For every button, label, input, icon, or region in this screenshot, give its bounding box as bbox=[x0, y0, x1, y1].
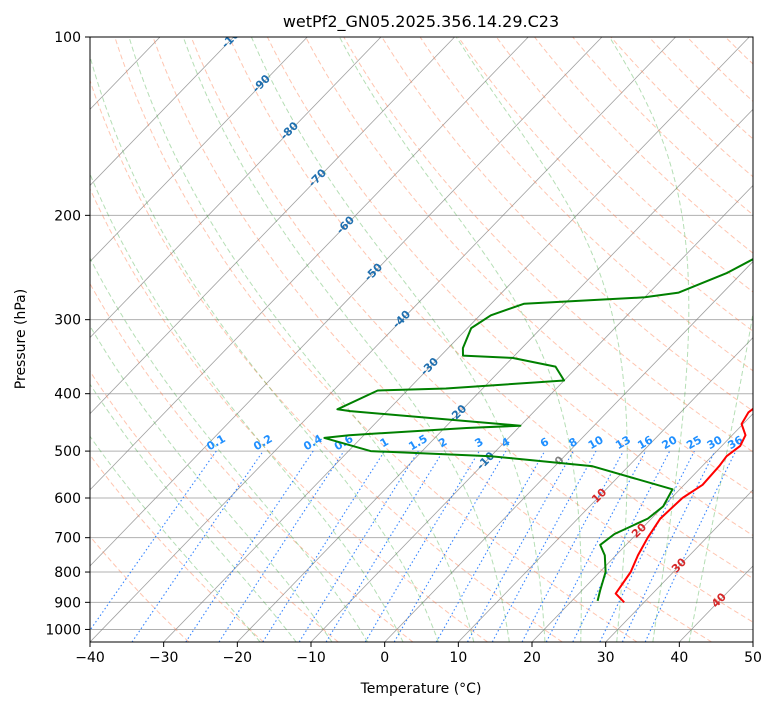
isotherm-line bbox=[163, 37, 750, 642]
mixing-ratio-line bbox=[435, 450, 546, 642]
dry-adiabat-line bbox=[228, 37, 753, 579]
y-tick-label: 400 bbox=[54, 387, 81, 403]
dry-adiabat-line bbox=[90, 282, 414, 642]
moist-adiabat-line bbox=[688, 310, 753, 642]
moist-adiabat-line bbox=[250, 37, 546, 642]
dry-adiabat-line bbox=[495, 37, 753, 293]
moist-adiabat-line bbox=[182, 37, 510, 642]
moist-adiabat-line bbox=[90, 54, 439, 642]
dry-adiabat-line bbox=[90, 187, 488, 642]
x-tick-label: 0 bbox=[380, 650, 389, 666]
y-tick-label: 900 bbox=[54, 595, 81, 611]
isotherm-line bbox=[90, 37, 234, 186]
y-tick-label: 100 bbox=[54, 30, 81, 46]
dry-adiabat-line bbox=[572, 37, 753, 216]
moist-adiabat-line bbox=[90, 256, 368, 642]
dry-adiabat-line bbox=[266, 37, 753, 537]
x-tick-label: −40 bbox=[75, 650, 105, 666]
isotherm-line bbox=[310, 184, 753, 642]
dry-adiabat-line bbox=[152, 37, 712, 642]
x-tick-label: 20 bbox=[523, 650, 541, 666]
x-axis-label: Temperature (°C) bbox=[360, 681, 482, 697]
x-tick-label: −20 bbox=[223, 650, 253, 666]
mixing-ratio-line bbox=[644, 450, 737, 642]
y-tick-label: 200 bbox=[54, 208, 81, 224]
isotherm-line bbox=[90, 37, 603, 567]
isotherm-line bbox=[90, 37, 382, 339]
plot-frame bbox=[89, 36, 754, 643]
x-tick-label: 40 bbox=[670, 650, 688, 666]
dry-adiabat-line bbox=[648, 37, 753, 140]
moist-adiabat-line bbox=[339, 37, 582, 642]
x-axis: −40 −30 −20 −10 0 10 20 30 40 50 bbox=[75, 642, 762, 666]
mixing-ratio-line bbox=[393, 450, 507, 642]
dry-adiabat-line bbox=[114, 37, 638, 642]
dry-adiabat-line bbox=[90, 79, 563, 642]
moist-adiabat-line bbox=[455, 37, 628, 642]
y-tick-label: 1000 bbox=[45, 622, 81, 638]
x-tick-label: −10 bbox=[296, 650, 326, 666]
dry-adiabat-line bbox=[90, 535, 190, 642]
moist-adiabat-line bbox=[128, 37, 475, 642]
moist-adiabat-line bbox=[90, 383, 297, 642]
x-tick-label: 10 bbox=[449, 650, 467, 666]
moist-adiabat-line bbox=[609, 37, 690, 642]
y-tick-label: 600 bbox=[54, 491, 81, 507]
dry-adiabat-line bbox=[610, 37, 753, 178]
profiles bbox=[323, 258, 753, 603]
mixing-ratio-line bbox=[131, 450, 264, 642]
isotherm-line bbox=[237, 108, 753, 642]
isotherm-line bbox=[458, 337, 753, 642]
dry-adiabat-line bbox=[190, 37, 753, 623]
temperature-profile bbox=[614, 407, 753, 603]
moist-adiabat-line bbox=[90, 172, 404, 642]
y-axis-label: Pressure (hPa) bbox=[13, 289, 29, 389]
chart-title: wetPf2_GN05.2025.356.14.29.C23 bbox=[283, 12, 559, 32]
dewpoint-profile bbox=[323, 258, 753, 602]
mixing-ratio-line bbox=[621, 450, 716, 642]
dry-adiabat-line bbox=[305, 37, 753, 494]
mixing-ratio-line bbox=[325, 450, 444, 642]
x-tick-label: 30 bbox=[597, 650, 615, 666]
background-lines bbox=[90, 37, 753, 642]
isotherm-line bbox=[90, 37, 308, 263]
mixing-ratio-line bbox=[298, 450, 419, 642]
mixing-ratio-line bbox=[467, 450, 574, 642]
mixing-ratio-line bbox=[364, 450, 480, 642]
moist-adiabat-line bbox=[90, 435, 261, 642]
dry-adiabat-line bbox=[343, 37, 753, 453]
isotherm-line bbox=[90, 37, 676, 642]
x-tick-label: −30 bbox=[149, 650, 179, 666]
y-tick-label: 300 bbox=[54, 313, 81, 329]
y-tick-label: 800 bbox=[54, 565, 81, 581]
isotherm-line bbox=[384, 260, 753, 642]
isotherm-line bbox=[90, 37, 529, 491]
isotherm-line bbox=[90, 37, 455, 415]
mixing-ratio-line bbox=[90, 450, 217, 632]
mixing-ratio-line bbox=[491, 450, 597, 642]
mixing-ratio-line bbox=[262, 450, 386, 642]
moist-adiabat-line bbox=[90, 324, 333, 642]
y-tick-label: 500 bbox=[54, 444, 81, 460]
y-tick-label: 700 bbox=[54, 531, 81, 547]
x-tick-label: 50 bbox=[744, 650, 762, 666]
mixing-ratio-line bbox=[599, 450, 695, 642]
dry-adiabat-line bbox=[381, 37, 753, 412]
y-axis: 100 200 300 400 500 600 700 800 900 1000 bbox=[45, 30, 90, 638]
isotherm-line bbox=[605, 489, 753, 642]
isotherm-line bbox=[531, 413, 753, 642]
